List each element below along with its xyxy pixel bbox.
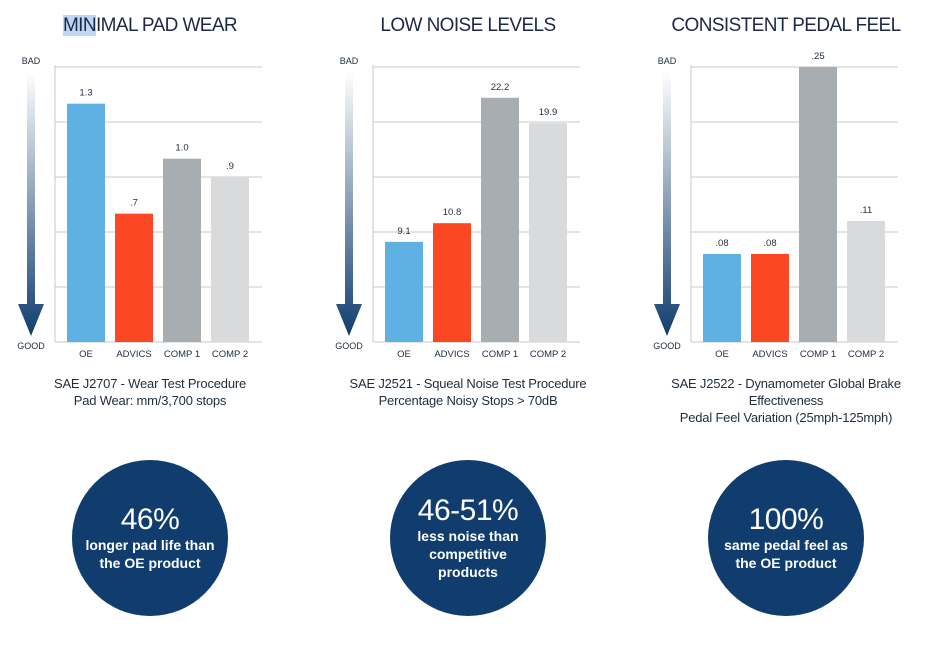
chart-caption: SAE J2521 - Squeal Noise Test Procedure … bbox=[318, 375, 618, 409]
bar-chart-pad-wear: BAD GOOD 1.3 OE .7 ADVICS 1.0 COMP 1 .9 COMP 2 bbox=[17, 56, 262, 360]
stat-circle: 46-51% less noise than competitive produ… bbox=[390, 460, 546, 616]
bad-to-good-arrow bbox=[336, 72, 362, 336]
category-label-oe: OE bbox=[715, 349, 729, 360]
title-rest: LOW NOISE LEVELS bbox=[380, 15, 556, 36]
title-highlight: MIN bbox=[62, 15, 97, 36]
stat-description: less noise than competitive products bbox=[417, 528, 519, 580]
chart-title: CONSISTENT PEDAL FEEL bbox=[636, 15, 936, 37]
chart-panel-pedal-feel: CONSISTENT PEDAL FEEL BAD GOOD .08 OE .08 ADV… bbox=[636, 0, 936, 647]
bar-comp-2 bbox=[211, 177, 249, 342]
caption-line: Effectiveness bbox=[748, 393, 824, 408]
bar-comp-2 bbox=[847, 221, 885, 342]
stat-percent: 100% bbox=[748, 503, 824, 536]
value-label-comp-2: 19.9 bbox=[539, 107, 558, 118]
bar-advics bbox=[433, 223, 471, 342]
chart-panel-pad-wear: MINIMAL PAD WEAR BAD GOOD 1.3 OE .7 ADVICS 1.0… bbox=[0, 0, 300, 647]
bar-comp-2 bbox=[529, 123, 567, 342]
stat-circle: 100% same pedal feel as the OE product bbox=[708, 460, 864, 616]
bar-oe bbox=[385, 241, 423, 342]
stat-circle: 46% longer pad life than the OE product bbox=[72, 460, 228, 616]
bar-chart-noise: BAD GOOD 9.1 OE 10.8 ADVICS 22.2 COMP 1 19.9 COMP… bbox=[335, 56, 580, 360]
value-label-advics: 10.8 bbox=[443, 207, 462, 218]
axis-label-bad: BAD bbox=[340, 56, 359, 66]
value-label-oe: .08 bbox=[715, 238, 728, 249]
bad-to-good-arrow bbox=[654, 72, 680, 336]
caption-line: SAE J2521 - Squeal Noise Test Procedure bbox=[349, 376, 587, 391]
stat-percent: 46% bbox=[120, 503, 180, 536]
value-label-comp-2: .9 bbox=[226, 161, 234, 172]
chart-title: MINIMAL PAD WEAR bbox=[0, 15, 300, 37]
stat-description: longer pad life than the OE product bbox=[85, 537, 215, 571]
stat-percent: 46-51% bbox=[417, 494, 519, 527]
axis-label-good: GOOD bbox=[653, 341, 681, 351]
value-label-comp-2: .11 bbox=[860, 205, 873, 216]
value-label-advics: .7 bbox=[130, 198, 138, 209]
caption-line: SAE J2707 - Wear Test Procedure bbox=[53, 376, 247, 391]
bar-chart-pedal-feel: BAD GOOD .08 OE .08 ADVICS .25 COMP 1 .11 COMP 2 bbox=[653, 51, 898, 360]
category-label-advics: ADVICS bbox=[116, 349, 151, 360]
caption-line: SAE J2522 - Dynamometer Global Brake bbox=[671, 376, 901, 391]
bar-advics bbox=[115, 213, 153, 342]
category-label-comp-2: COMP 2 bbox=[848, 349, 884, 360]
category-label-advics: ADVICS bbox=[434, 349, 469, 360]
value-label-comp-1: 1.0 bbox=[175, 143, 188, 154]
chart-caption: SAE J2707 - Wear Test Procedure Pad Wear… bbox=[0, 375, 300, 409]
chart-caption: SAE J2522 - Dynamometer Global Brake Eff… bbox=[636, 375, 936, 426]
value-label-oe: 1.3 bbox=[79, 88, 92, 99]
value-label-comp-1: .25 bbox=[811, 51, 824, 62]
category-label-comp-1: COMP 1 bbox=[800, 349, 836, 360]
category-label-comp-1: COMP 1 bbox=[164, 349, 200, 360]
category-label-comp-2: COMP 2 bbox=[212, 349, 248, 360]
category-label-oe: OE bbox=[397, 349, 411, 360]
chart-panel-noise: LOW NOISE LEVELS BAD GOOD 9.1 OE 10.8 ADVICS 2… bbox=[318, 0, 618, 647]
bar-oe bbox=[703, 254, 741, 342]
caption-line: Pedal Feel Variation (25mph-125mph) bbox=[679, 410, 893, 425]
axis-label-good: GOOD bbox=[17, 341, 45, 351]
chart-title: LOW NOISE LEVELS bbox=[318, 15, 618, 37]
bad-to-good-arrow bbox=[18, 72, 44, 336]
stat-description: same pedal feel as the OE product bbox=[724, 537, 848, 571]
caption-line: Pad Wear: mm/3,700 stops bbox=[73, 393, 227, 408]
bar-oe bbox=[67, 103, 105, 342]
caption-line: Percentage Noisy Stops > 70dB bbox=[378, 393, 558, 408]
value-label-advics: .08 bbox=[763, 238, 776, 249]
category-label-advics: ADVICS bbox=[752, 349, 787, 360]
value-label-comp-1: 22.2 bbox=[491, 82, 510, 93]
title-rest: IMAL PAD WEAR bbox=[95, 15, 238, 36]
axis-label-bad: BAD bbox=[22, 56, 41, 66]
value-label-oe: 9.1 bbox=[397, 226, 410, 237]
title-rest: CONSISTENT PEDAL FEEL bbox=[671, 15, 901, 36]
bar-comp-1 bbox=[481, 97, 519, 342]
bar-comp-1 bbox=[163, 158, 201, 342]
bar-comp-1 bbox=[799, 67, 837, 342]
axis-label-bad: BAD bbox=[658, 56, 677, 66]
category-label-oe: OE bbox=[79, 349, 93, 360]
bar-advics bbox=[751, 254, 789, 342]
category-label-comp-1: COMP 1 bbox=[482, 349, 518, 360]
category-label-comp-2: COMP 2 bbox=[530, 349, 566, 360]
axis-label-good: GOOD bbox=[335, 341, 363, 351]
